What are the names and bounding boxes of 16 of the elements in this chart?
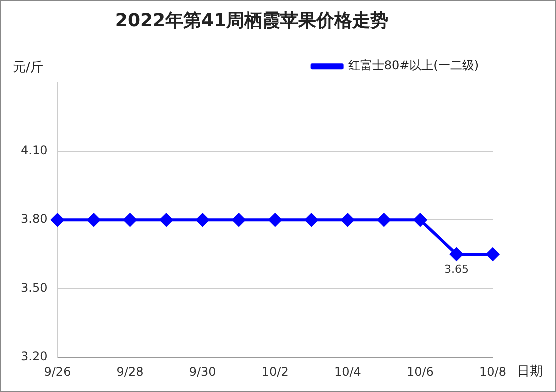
x-tick-label: 9/30 [189,364,216,379]
data-label: 3.65 [444,262,469,276]
y-axis-title: 元/斤 [13,60,44,76]
x-tick-label: 10/8 [480,364,506,379]
y-tick-label: 3.80 [21,212,48,226]
x-tick-label: 9/28 [116,364,144,379]
x-tick-label: 10/2 [262,364,289,379]
x-tick-label: 10/6 [406,364,434,379]
y-tick-label: 4.10 [21,143,48,158]
chart-title: 2022年第41周栖霞苹果价格走势 [115,10,389,32]
x-tick-label: 10/4 [334,364,362,379]
y-tick-label: 3.20 [21,350,48,364]
y-tick-label: 3.50 [21,280,48,295]
legend-label: 红富士80#以上(一二级) [348,58,479,73]
x-axis-title: 日期 [517,364,543,380]
x-tick-label: 9/26 [44,364,72,379]
